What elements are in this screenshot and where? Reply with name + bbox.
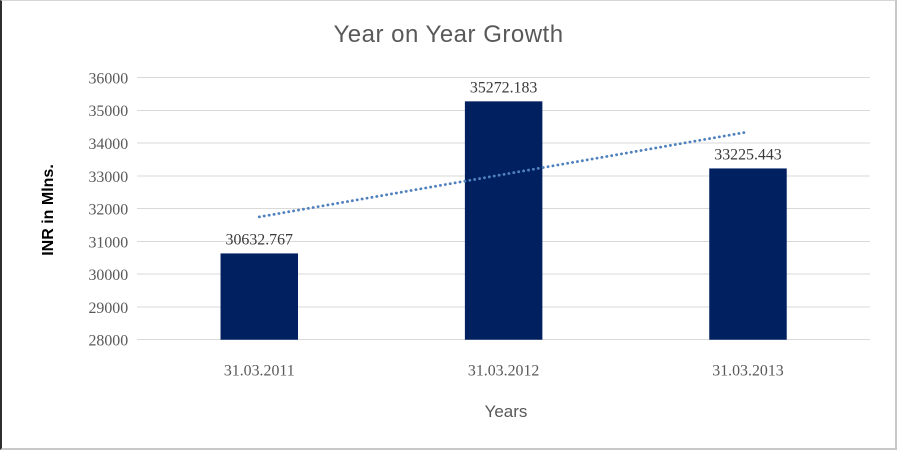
y-tick-label: 36000 (88, 70, 128, 87)
bar (220, 253, 299, 340)
y-tick-label: 35000 (88, 103, 128, 120)
y-tick-label: 30000 (88, 267, 128, 284)
bar-data-label: 33225.443 (714, 146, 782, 163)
y-tick-label: 33000 (88, 169, 128, 186)
trendline (257, 130, 750, 219)
x-tick-label: 31.03.2012 (468, 362, 540, 379)
x-tick-label: 31.03.2011 (224, 362, 295, 379)
x-tick-label: 31.03.2013 (712, 362, 784, 379)
y-tick-label: 31000 (88, 234, 128, 251)
bar (709, 168, 787, 340)
bar (464, 101, 543, 340)
x-axis-title: Years (484, 402, 528, 421)
y-tick-label: 34000 (88, 136, 128, 153)
y-tick-label: 32000 (88, 202, 128, 219)
y-tick-label: 29000 (88, 300, 128, 317)
y-tick-label: 28000 (88, 333, 128, 350)
bar-data-label: 35272.183 (470, 79, 538, 96)
bar-data-label: 30632.767 (226, 231, 294, 248)
chart-title: Year on Year Growth (333, 21, 564, 48)
